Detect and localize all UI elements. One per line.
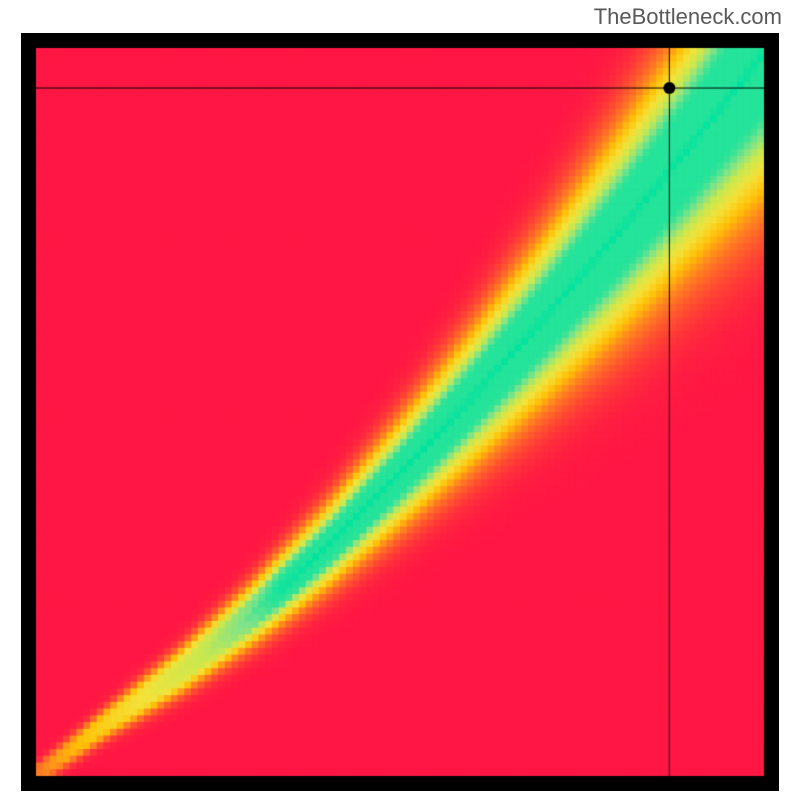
bottleneck-heatmap bbox=[21, 33, 779, 791]
watermark-text: TheBottleneck.com bbox=[594, 4, 782, 30]
heatmap-canvas bbox=[21, 33, 779, 791]
